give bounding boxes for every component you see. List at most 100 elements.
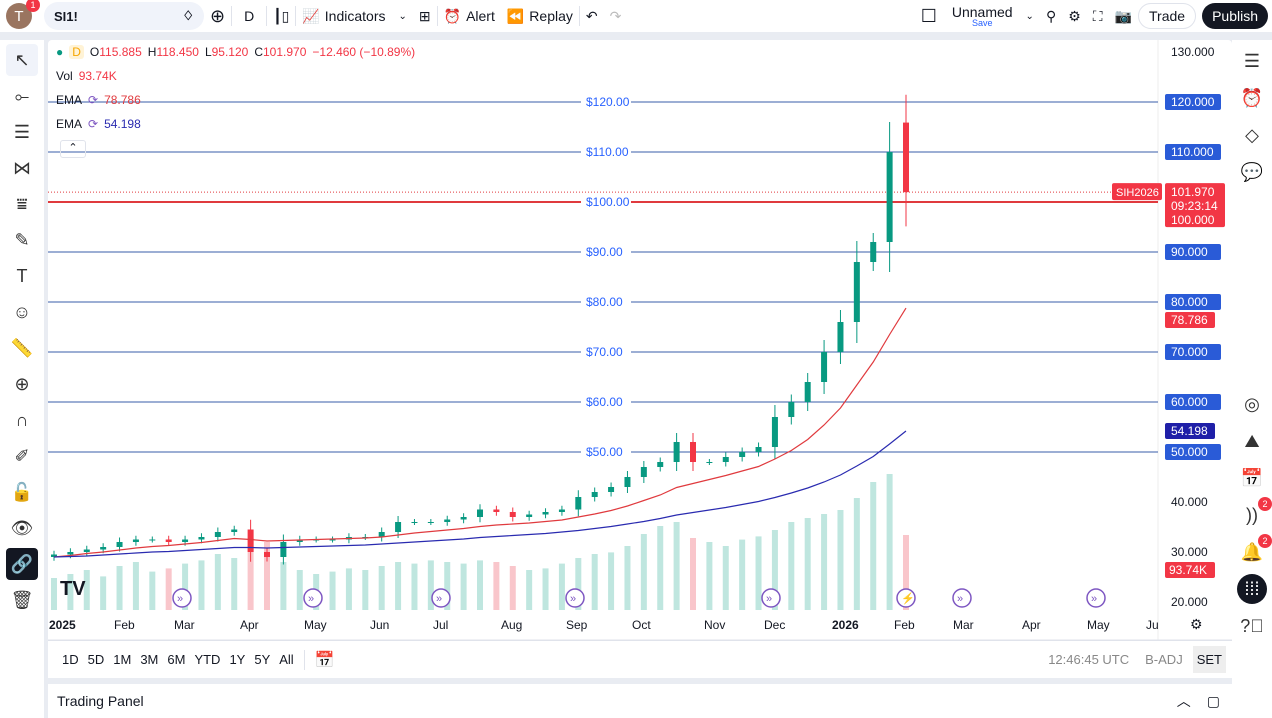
volume-bar bbox=[755, 536, 762, 610]
range-5y[interactable]: 5Y bbox=[254, 652, 271, 667]
replay-button[interactable]: ⏪ Replay bbox=[506, 7, 573, 25]
range-1y[interactable]: 1Y bbox=[229, 652, 246, 667]
magnet-tool[interactable]: ∩ bbox=[6, 404, 38, 436]
range-5d[interactable]: 5D bbox=[87, 652, 105, 667]
redo-button[interactable]: ↷ bbox=[604, 0, 628, 34]
adjustment-toggle[interactable]: B-ADJ bbox=[1145, 652, 1183, 667]
x-tick-label: Nov bbox=[704, 618, 725, 632]
volume-bar bbox=[575, 558, 582, 610]
emoji-tool[interactable]: ☺ bbox=[6, 296, 38, 328]
candle-body bbox=[640, 467, 647, 477]
publish-button[interactable]: Publish bbox=[1202, 3, 1268, 29]
lock-drawing-tool[interactable]: ✐ bbox=[6, 440, 38, 472]
templates-button[interactable]: ⊞ bbox=[413, 0, 437, 34]
clock-display[interactable]: 12:46:45 UTC bbox=[1048, 652, 1130, 667]
range-1m[interactable]: 1M bbox=[113, 652, 132, 667]
calendar-button[interactable]: 📅 bbox=[1236, 462, 1268, 494]
ema1-legend[interactable]: EMA ⟳ 78.786 bbox=[56, 93, 141, 107]
measure-tool[interactable]: 📏 bbox=[6, 332, 38, 364]
watchlist-button[interactable]: ☰ bbox=[1236, 45, 1268, 77]
notifications-button[interactable]: 🔔 2 bbox=[1236, 534, 1272, 568]
price-axis-tag bbox=[1165, 244, 1221, 260]
range-1d[interactable]: 1D bbox=[62, 652, 79, 667]
refresh-icon[interactable]: ⟳ bbox=[88, 93, 99, 107]
volume-bar bbox=[558, 563, 565, 610]
candle-body bbox=[214, 532, 221, 537]
alerts-button[interactable]: ⏰ bbox=[1236, 82, 1268, 114]
pattern-icon: ⋈ bbox=[13, 157, 31, 178]
candle-body bbox=[100, 547, 107, 550]
layers-button[interactable]: ◇ bbox=[1236, 119, 1268, 151]
volume-legend[interactable]: Vol 93.74K bbox=[56, 69, 117, 83]
candle-body bbox=[296, 539, 303, 542]
streams-button[interactable]: )) 2 bbox=[1236, 497, 1272, 531]
apps-button[interactable]: ⁞⁞⁞ bbox=[1236, 573, 1268, 605]
hide-tool[interactable]: 👁 bbox=[6, 512, 38, 544]
pattern-tool[interactable]: ⋈ bbox=[6, 152, 38, 184]
chevron-down-icon[interactable]: ⌄ bbox=[1025, 10, 1034, 22]
trend-line-tool[interactable]: ⟜ bbox=[6, 80, 38, 112]
gear-icon: ⚙ bbox=[1068, 7, 1081, 24]
diamond-icon[interactable]: ♢ bbox=[182, 8, 194, 23]
range-3m[interactable]: 3M bbox=[140, 652, 159, 667]
x-tick-label: Sep bbox=[566, 618, 588, 632]
range-6m[interactable]: 6M bbox=[167, 652, 186, 667]
collapse-legend-button[interactable]: ⌃ bbox=[60, 140, 86, 158]
plus-circle-icon: ⊕ bbox=[210, 5, 226, 26]
goto-date-icon[interactable]: 📅 bbox=[314, 651, 335, 669]
chevron-down-icon[interactable]: ⌄ bbox=[398, 10, 407, 22]
maximize-icon[interactable]: ▢ bbox=[1206, 692, 1220, 709]
price-chart[interactable]: 130.000 40.000 30.000 20.000 2025 Feb Mar Apr Ma… bbox=[48, 40, 1232, 640]
chart-area[interactable]: 130.000 40.000 30.000 20.000 2025 Feb Mar Apr Ma… bbox=[48, 40, 1232, 678]
target-button[interactable]: ◎ bbox=[1236, 388, 1268, 420]
range-ytd[interactable]: YTD bbox=[194, 652, 221, 667]
interval-button[interactable]: D bbox=[244, 8, 255, 24]
settings-button[interactable]: ⚙ bbox=[1062, 0, 1087, 34]
candle-body bbox=[853, 262, 860, 322]
bell-icon: 🔔 bbox=[1240, 541, 1264, 562]
projection-tool[interactable]: ⩸ bbox=[6, 188, 38, 220]
alert-button[interactable]: ⏰ Alert bbox=[443, 7, 495, 25]
event-marker-glyph: » bbox=[436, 593, 442, 605]
fullscreen-button[interactable]: ⛶ bbox=[1087, 0, 1109, 34]
refresh-icon[interactable]: ⟳ bbox=[88, 117, 99, 131]
chat-button[interactable]: 💬 bbox=[1236, 156, 1268, 188]
volume-bar bbox=[837, 510, 844, 610]
volume-bar bbox=[509, 566, 516, 610]
session-toggle[interactable]: SET bbox=[1192, 646, 1226, 673]
axis-settings-button[interactable]: ⚙ bbox=[1190, 616, 1203, 632]
volume-bar bbox=[378, 566, 385, 610]
candle-body bbox=[690, 442, 696, 462]
candle-body bbox=[247, 529, 254, 552]
target-icon: ◎ bbox=[1244, 393, 1260, 414]
cursor-tool[interactable]: ↖ bbox=[6, 44, 38, 76]
fib-tool[interactable]: ☰ bbox=[6, 116, 38, 148]
tradingview-logo: TV bbox=[60, 578, 86, 600]
ema2-legend[interactable]: EMA ⟳ 54.198 bbox=[56, 117, 141, 131]
symbol-search[interactable]: SI1! ♢ bbox=[44, 2, 204, 30]
trading-panel[interactable]: Trading Panel ︿ ▢ bbox=[48, 684, 1232, 718]
indicators-button[interactable]: 📈 Indicators ⌄ bbox=[302, 7, 407, 25]
quick-search-button[interactable]: ⚲ bbox=[1040, 0, 1062, 34]
delete-tool[interactable]: 🗑 bbox=[6, 584, 38, 616]
list-icon: ☰ bbox=[1243, 50, 1261, 71]
volume-bar bbox=[100, 576, 107, 610]
help-button[interactable]: ?⃝ bbox=[1236, 610, 1268, 642]
zoom-tool[interactable]: ⊕ bbox=[6, 368, 38, 400]
trade-button[interactable]: Trade bbox=[1138, 3, 1197, 29]
ideas-button[interactable]: ⛰ bbox=[1236, 425, 1268, 457]
compare-button[interactable]: ⊕ bbox=[204, 0, 231, 34]
undo-button[interactable]: ↶ bbox=[580, 0, 604, 34]
chart-type-button[interactable]: ┃▯ bbox=[267, 0, 295, 34]
layout-button[interactable]: ☐ Unnamed Save ⌄ bbox=[920, 3, 1034, 28]
candle-body bbox=[116, 542, 123, 547]
snapshot-button[interactable]: 📷 bbox=[1109, 0, 1138, 34]
brush-tool[interactable]: ✎ bbox=[6, 224, 38, 256]
lock-tool[interactable]: 🔓 bbox=[6, 476, 38, 508]
text-tool[interactable]: T bbox=[6, 260, 38, 292]
link-tool[interactable]: 🔗 bbox=[6, 548, 38, 580]
chevron-up-icon[interactable]: ︿ bbox=[1176, 693, 1191, 709]
volume-bar bbox=[427, 560, 434, 610]
range-all[interactable]: All bbox=[279, 652, 294, 667]
